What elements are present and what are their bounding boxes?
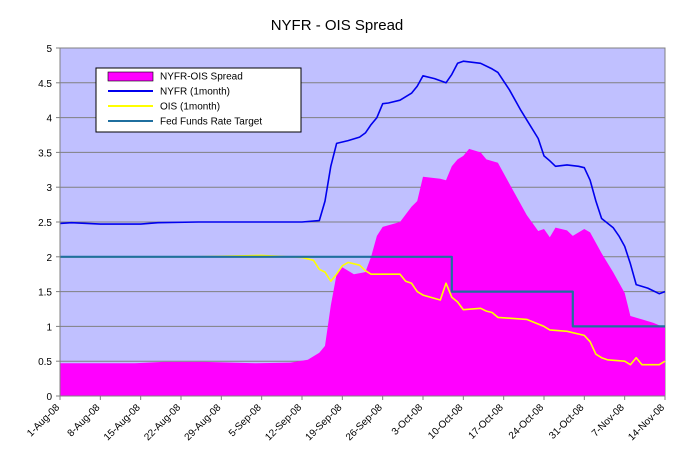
y-tick-label: 4 <box>46 114 52 125</box>
x-tick-label: 7-Nov-08 <box>590 402 627 439</box>
y-tick-label: 4.5 <box>38 79 52 90</box>
legend: NYFR-OIS Spread NYFR (1month) OIS (1month)… <box>95 67 302 133</box>
legend-label-nyfr-1month: NYFR (1month) <box>160 87 230 98</box>
y-tick-label: 1.5 <box>38 288 52 299</box>
x-tick-label: 29-Aug-08 <box>183 402 224 443</box>
x-tick-label: 26-Sep-08 <box>344 402 385 443</box>
chart-title: NYFR - OIS Spread <box>271 17 404 34</box>
legend-label-fed-funds-rate-target: Fed Funds Rate Target <box>160 117 262 128</box>
x-tick-label: 14-Nov-08 <box>626 402 667 443</box>
line-fed-funds-rate-target <box>60 255 665 328</box>
y-tick-label: 5 <box>46 44 52 55</box>
line-nyfr-1month <box>59 60 666 295</box>
line-ois-1month <box>60 254 666 366</box>
area-nyfr-ois-spread <box>60 148 665 396</box>
y-axis-ticks: 0 0.5 1 1.5 2 2.5 3 3.5 4 4.5 5 <box>38 44 60 403</box>
series-fed-funds-rate-target <box>60 255 665 328</box>
series-ois-1month <box>60 254 666 366</box>
x-tick-label: 31-Oct-08 <box>547 402 587 442</box>
x-tick-label: 24-Oct-08 <box>507 402 547 442</box>
x-tick-label: 1-Aug-08 <box>25 402 62 439</box>
y-tick-label: 2.5 <box>38 218 52 229</box>
legend-label-nyfr-ois-spread: NYFR-OIS Spread <box>160 72 243 83</box>
y-tick-label: 0.5 <box>38 357 52 368</box>
y-tick-label: 3 <box>46 183 52 194</box>
x-tick-label: 3-Oct-08 <box>390 402 426 438</box>
y-tick-label: 1 <box>46 322 52 333</box>
x-tick-label: 22-Aug-08 <box>142 402 183 443</box>
x-tick-label: 17-Oct-08 <box>467 402 507 442</box>
series-layer <box>59 60 666 396</box>
y-tick-label: 2 <box>46 253 52 264</box>
series-nyfr-ois-spread <box>60 148 665 396</box>
x-tick-label: 19-Sep-08 <box>304 402 345 443</box>
legend-label-ois-1month: OIS (1month) <box>160 102 220 113</box>
series-nyfr-1month <box>59 60 666 295</box>
x-tick-label: 5-Sep-08 <box>227 402 264 439</box>
x-tick-label: 8-Aug-08 <box>66 402 103 439</box>
x-tick-label: 15-Aug-08 <box>102 402 143 443</box>
x-tick-label: 12-Sep-08 <box>263 402 304 443</box>
x-axis-ticks: 1-Aug-08 8-Aug-08 15-Aug-08 22-Aug-08 29-Aug… <box>25 396 667 443</box>
legend-swatch-nyfr-ois-spread <box>107 71 154 82</box>
x-tick-label: 10-Oct-08 <box>426 402 466 442</box>
y-tick-label: 3.5 <box>38 148 52 159</box>
y-tick-label: 0 <box>46 392 52 403</box>
